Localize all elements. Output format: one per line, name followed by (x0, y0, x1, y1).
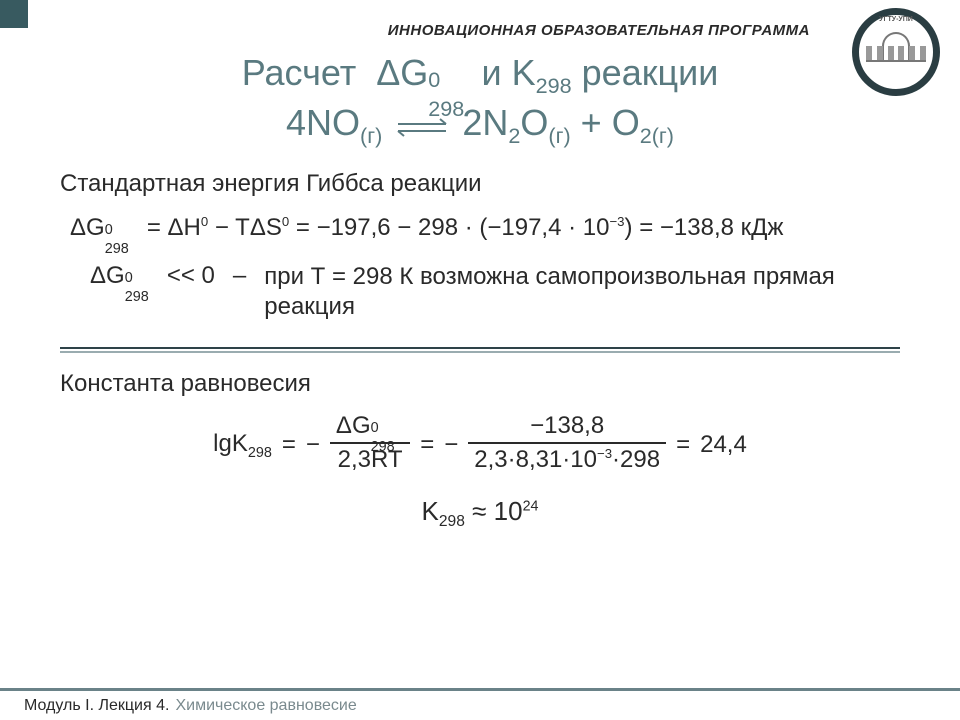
logo-text: УГТУ-УПИ (852, 16, 940, 23)
delta-g-symbol: ΔG0298 (366, 52, 471, 93)
gibbs-equation: ΔG0298 = ΔH0 − TΔS0 = −197,6 − 298 · (−1… (70, 214, 900, 242)
footer-module: Модуль I. Лекция 4. (24, 697, 169, 715)
k-result: K298 ≈ 1024 (60, 496, 900, 531)
reaction-product1: 2N2O(г) + O2(г) (462, 102, 674, 143)
lgk-equation: lgK298 = − ΔG0298 2,3RT = − −138,8 2,3·8… (60, 414, 900, 476)
spontaneity-text: при Т = 298 К возможна самопроизвольная … (264, 262, 844, 322)
title-and-k: и K298 (481, 52, 571, 93)
gibbs-label: Стандартная энергия Гиббса реакции (60, 170, 900, 198)
slide-title: Расчет ΔG0298 и K298 реакции 4NO(г) 2N2O… (0, 50, 960, 151)
divider (60, 342, 900, 352)
content-area: Стандартная энергия Гиббса реакции ΔG029… (60, 170, 900, 531)
footer-topic: Химическое равновесие (175, 697, 356, 715)
footer: Модуль I. Лекция 4. Химическое равновеси… (0, 688, 960, 720)
equilibrium-arrow-icon (392, 104, 452, 151)
equilibrium-label: Константа равновесия (60, 370, 900, 398)
title-reaction: реакции (582, 52, 719, 93)
spontaneity-condition: ΔG0298 << 0 – при Т = 298 К возможна сам… (90, 262, 900, 322)
reaction-reactant: 4NO(г) (286, 102, 382, 143)
header-program: ИННОВАЦИОННАЯ ОБРАЗОВАТЕЛЬНАЯ ПРОГРАММА (0, 18, 960, 42)
title-calc: Расчет (242, 52, 357, 93)
